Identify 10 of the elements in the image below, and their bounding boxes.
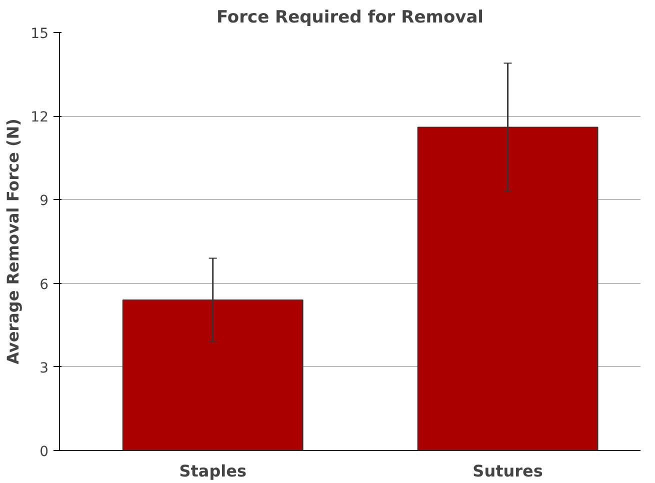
y-tick-label: 6	[40, 276, 49, 293]
y-tick-label: 12	[30, 110, 49, 126]
y-tick-label: 3	[40, 360, 49, 376]
y-tick-label: 9	[40, 193, 49, 210]
y-tick-label: 0	[40, 444, 49, 460]
x-tick-label: Sutures	[472, 462, 543, 480]
chart-title: Force Required for Removal	[216, 8, 484, 28]
y-axis-title: Average Removal Force (N)	[4, 118, 23, 364]
x-tick-label: Staples	[179, 462, 246, 480]
y-tick-label: 15	[30, 26, 49, 42]
